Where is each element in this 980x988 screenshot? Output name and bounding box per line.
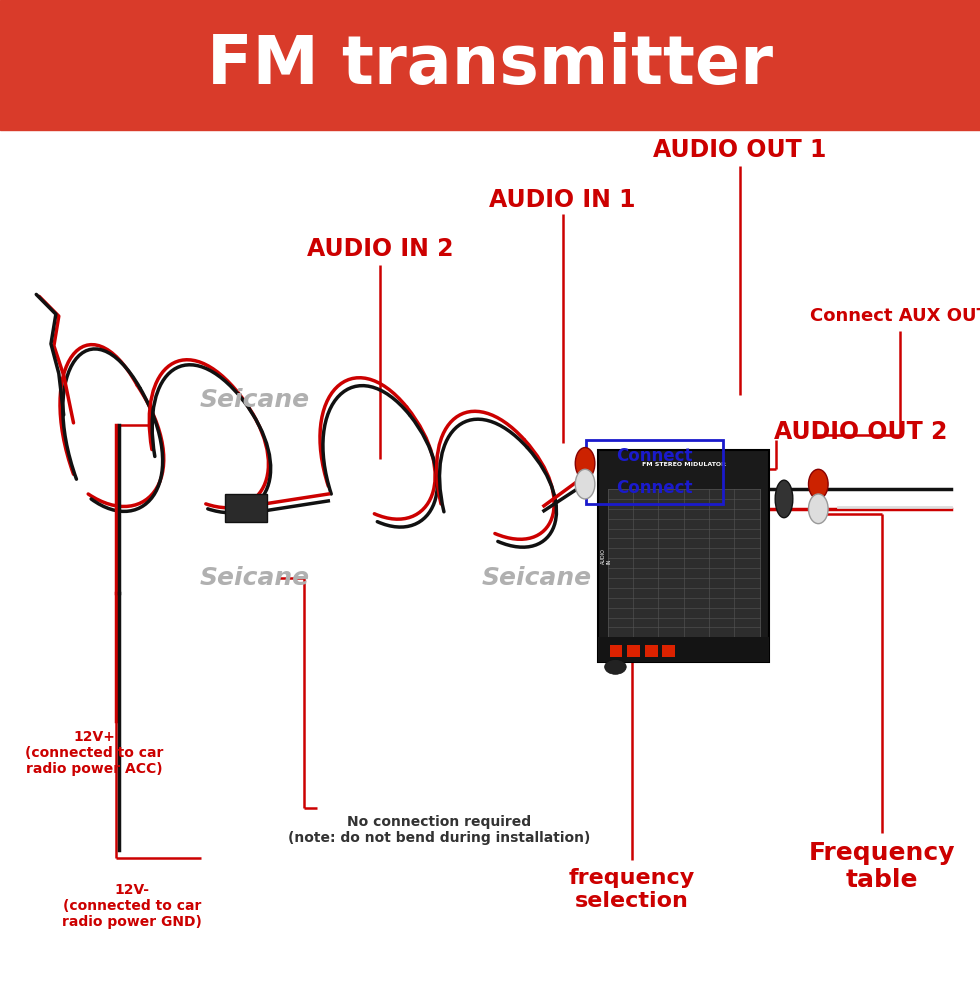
Text: frequency
selection: frequency selection xyxy=(569,867,695,911)
Bar xyxy=(662,645,675,657)
Ellipse shape xyxy=(575,469,595,499)
Ellipse shape xyxy=(808,469,828,499)
Text: AUDIO IN 2: AUDIO IN 2 xyxy=(307,237,454,261)
Bar xyxy=(598,637,769,662)
Bar xyxy=(586,440,723,504)
Bar xyxy=(598,450,769,662)
Text: Frequency
table: Frequency table xyxy=(808,841,956,892)
Bar xyxy=(608,489,760,647)
Text: Seicane: Seicane xyxy=(200,388,310,412)
Text: Connect: Connect xyxy=(616,479,693,497)
Text: No connection required
(note: do not bend during installation): No connection required (note: do not ben… xyxy=(288,815,590,845)
Text: Seicane: Seicane xyxy=(200,566,310,590)
Bar xyxy=(0,0,980,130)
Ellipse shape xyxy=(575,448,595,479)
Bar xyxy=(225,494,267,522)
Text: FM transmitter: FM transmitter xyxy=(207,33,773,98)
Ellipse shape xyxy=(605,660,626,675)
Text: AUDIO OUT 2: AUDIO OUT 2 xyxy=(774,420,948,444)
Ellipse shape xyxy=(808,494,828,524)
Text: Connect: Connect xyxy=(616,448,693,465)
Bar xyxy=(627,645,640,657)
Text: AUDIO IN 1: AUDIO IN 1 xyxy=(489,188,636,211)
Text: AUDIO OUT 1: AUDIO OUT 1 xyxy=(654,138,826,162)
Text: FM STEREO MIDULATOR: FM STEREO MIDULATOR xyxy=(642,461,725,467)
Bar xyxy=(610,645,622,657)
Text: 12V-
(connected to car
radio power GND): 12V- (connected to car radio power GND) xyxy=(63,883,202,929)
Bar xyxy=(645,645,658,657)
Ellipse shape xyxy=(775,480,793,518)
Text: Connect AUX OUT: Connect AUX OUT xyxy=(810,307,980,325)
Text: Seicane: Seicane xyxy=(482,566,592,590)
Text: AUDIO
IN: AUDIO IN xyxy=(601,547,612,564)
Text: 12V+
(connected to car
radio power ACC): 12V+ (connected to car radio power ACC) xyxy=(24,730,164,776)
